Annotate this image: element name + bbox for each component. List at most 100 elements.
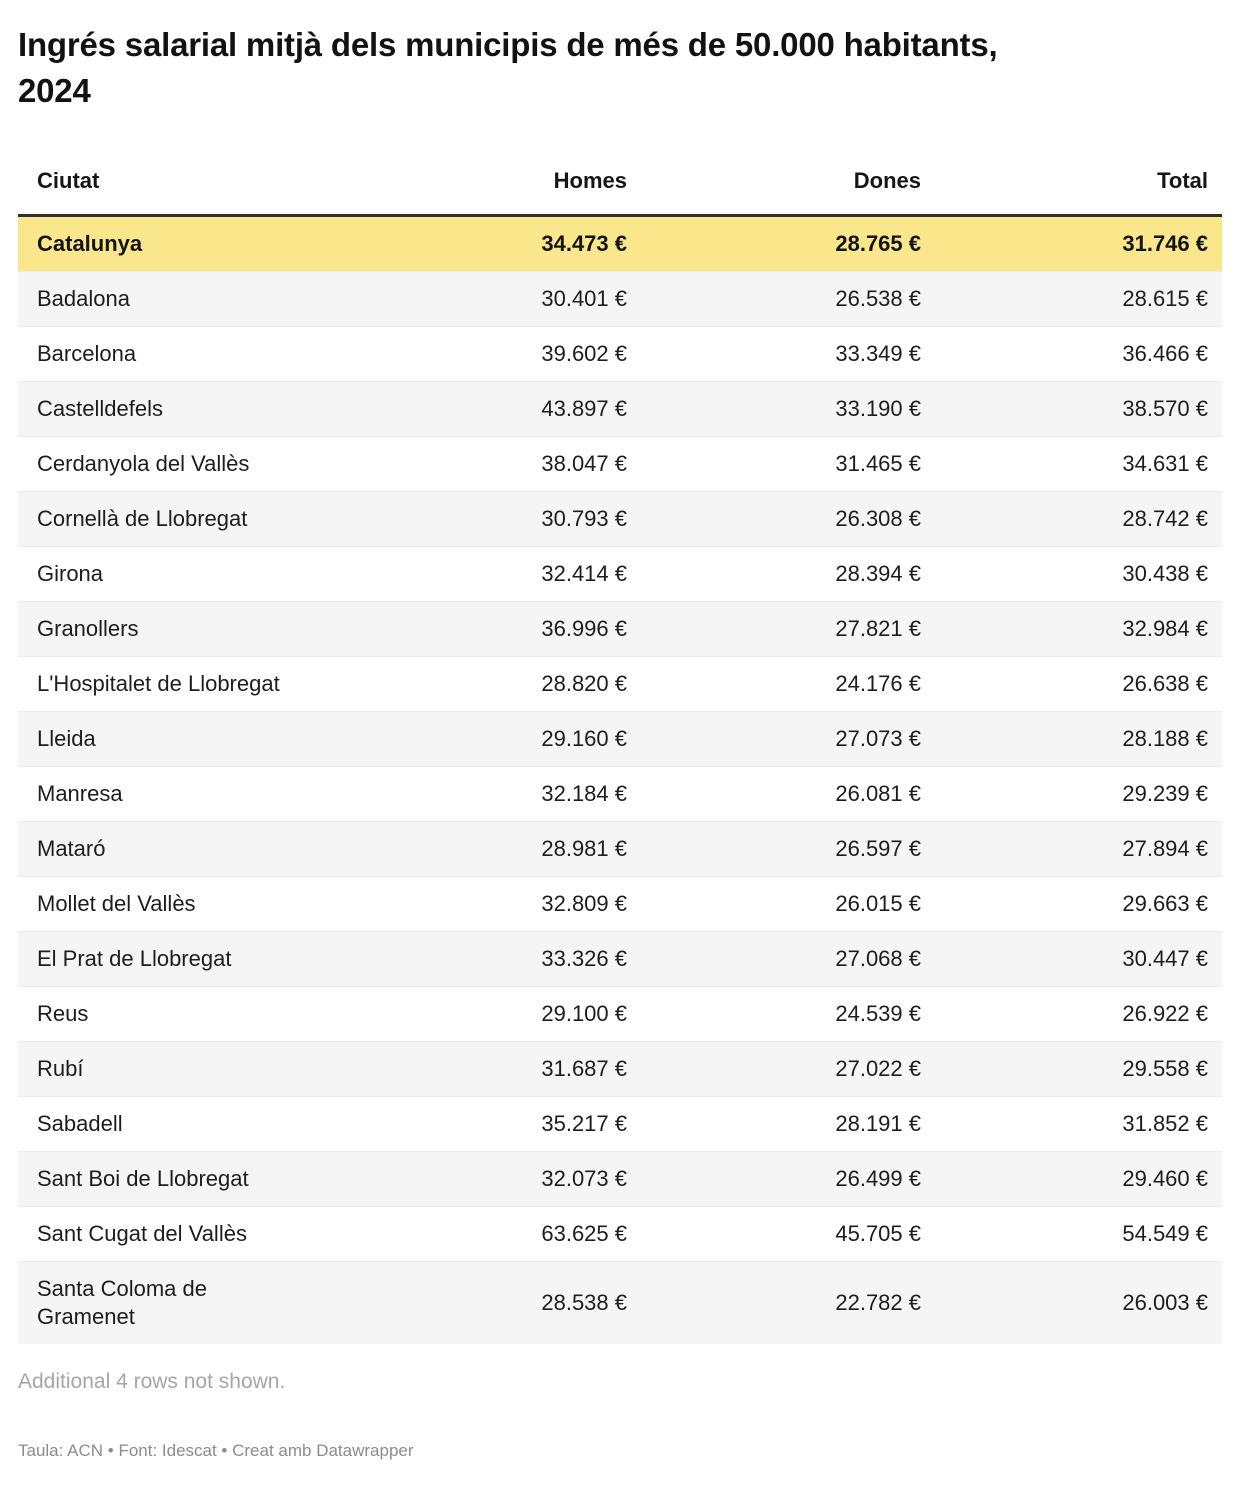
table-row: Castelldefels 43.897 € 33.190 € 38.570 € (18, 381, 1222, 437)
dones-cell: 26.597 € (641, 821, 935, 877)
dones-cell: 33.349 € (641, 326, 935, 382)
table-row: Barcelona 39.602 € 33.349 € 36.466 € (18, 326, 1222, 382)
total-cell: 38.570 € (935, 381, 1222, 437)
homes-cell: 32.414 € (308, 546, 641, 602)
table-row: L'Hospitalet de Llobregat 28.820 € 24.17… (18, 656, 1222, 712)
homes-cell: 32.073 € (308, 1151, 641, 1207)
dones-cell: 26.538 € (641, 271, 935, 327)
total-cell: 26.003 € (935, 1261, 1222, 1345)
homes-cell: 43.897 € (308, 381, 641, 437)
column-header-total: Total (935, 167, 1222, 218)
homes-cell: 39.602 € (308, 326, 641, 382)
city-cell: Sabadell (18, 1096, 308, 1152)
homes-cell: 63.625 € (308, 1206, 641, 1262)
rows-not-shown-note: Additional 4 rows not shown. (18, 1370, 286, 1394)
table-row: Mataró 28.981 € 26.597 € 27.894 € (18, 821, 1222, 877)
table-row: Sabadell 35.217 € 28.191 € 31.852 € (18, 1096, 1222, 1152)
total-cell: 27.894 € (935, 821, 1222, 877)
total-cell: 34.631 € (935, 436, 1222, 492)
city-cell: Rubí (18, 1041, 308, 1097)
table-row: Rubí 31.687 € 27.022 € 29.558 € (18, 1041, 1222, 1097)
table-row: Sant Boi de Llobregat 32.073 € 26.499 € … (18, 1151, 1222, 1207)
homes-cell: 32.809 € (308, 876, 641, 932)
dones-cell: 45.705 € (641, 1206, 935, 1262)
homes-cell: 34.473 € (541, 231, 627, 257)
city-cell: Mataró (18, 821, 308, 877)
dones-cell: 27.068 € (641, 931, 935, 987)
dones-cell: 33.190 € (641, 381, 935, 437)
table-row: El Prat de Llobregat 33.326 € 27.068 € 3… (18, 931, 1222, 987)
dones-cell: 26.499 € (641, 1151, 935, 1207)
city-cell: Santa Coloma de Gramenet (18, 1261, 308, 1345)
city-cell: Manresa (18, 766, 308, 822)
city-cell: Reus (18, 986, 308, 1042)
city-cell: Lleida (18, 711, 308, 767)
total-cell: 54.549 € (935, 1206, 1222, 1262)
dones-cell: 24.176 € (641, 656, 935, 712)
homes-cell: 28.538 € (308, 1261, 641, 1345)
total-cell: 28.188 € (935, 711, 1222, 767)
total-cell: 28.742 € (935, 491, 1222, 547)
dones-cell: 27.821 € (641, 601, 935, 657)
table-row: Granollers 36.996 € 27.821 € 32.984 € (18, 601, 1222, 657)
total-cell: 29.460 € (935, 1151, 1222, 1207)
homes-cell: 38.047 € (308, 436, 641, 492)
city-cell: L'Hospitalet de Llobregat (18, 656, 308, 712)
homes-cell: 29.160 € (308, 711, 641, 767)
attribution: Taula: ACN • Font: Idescat • Creat amb D… (18, 1441, 414, 1461)
city-cell: Girona (18, 546, 308, 602)
column-header-dones: Dones (641, 167, 935, 218)
city-cell: Sant Cugat del Vallès (18, 1206, 308, 1262)
total-cell: 28.615 € (935, 271, 1222, 327)
table-header-row: Ciutat Homes Dones Total (18, 167, 1222, 218)
total-cell: 26.638 € (935, 656, 1222, 712)
total-cell: 36.466 € (935, 326, 1222, 382)
dones-cell: 28.765 € (835, 231, 921, 257)
dones-cell: 26.081 € (641, 766, 935, 822)
dones-cell: 27.022 € (641, 1041, 935, 1097)
dones-cell: 27.073 € (641, 711, 935, 767)
total-cell: 30.447 € (935, 931, 1222, 987)
table-row: Manresa 32.184 € 26.081 € 29.239 € (18, 766, 1222, 822)
dones-cell: 26.015 € (641, 876, 935, 932)
city-cell: Castelldefels (18, 381, 308, 437)
table-row: Catalunya 34.473 € 28.765 € 31.746 € (18, 215, 1222, 272)
city-cell: El Prat de Llobregat (18, 931, 308, 987)
total-cell: 31.852 € (935, 1096, 1222, 1152)
total-cell: 30.438 € (935, 546, 1222, 602)
table-row: Badalona 30.401 € 26.538 € 28.615 € (18, 271, 1222, 327)
city-cell: Catalunya (37, 231, 143, 257)
city-cell: Mollet del Vallès (18, 876, 308, 932)
table-row: Mollet del Vallès 32.809 € 26.015 € 29.6… (18, 876, 1222, 932)
total-cell: 32.984 € (935, 601, 1222, 657)
city-cell: Cornellà de Llobregat (18, 491, 308, 547)
city-cell: Barcelona (18, 326, 308, 382)
dones-cell: 28.394 € (641, 546, 935, 602)
city-cell: Sant Boi de Llobregat (18, 1151, 308, 1207)
table-row: Lleida 29.160 € 27.073 € 28.188 € (18, 711, 1222, 767)
chart-title: Ingrés salarial mitjà dels municipis de … (18, 26, 998, 109)
total-cell: 29.663 € (935, 876, 1222, 932)
homes-cell: 28.981 € (308, 821, 641, 877)
table-row: Cerdanyola del Vallès 38.047 € 31.465 € … (18, 436, 1222, 492)
table-row: Cornellà de Llobregat 30.793 € 26.308 € … (18, 491, 1222, 547)
homes-cell: 29.100 € (308, 986, 641, 1042)
homes-cell: 30.401 € (308, 271, 641, 327)
total-cell: 31.746 € (1122, 231, 1208, 257)
dones-cell: 22.782 € (641, 1261, 935, 1345)
table-row: Reus 29.100 € 24.539 € 26.922 € (18, 986, 1222, 1042)
column-header-ciutat: Ciutat (18, 167, 308, 218)
column-header-homes: Homes (308, 167, 641, 218)
homes-cell: 33.326 € (308, 931, 641, 987)
dones-cell: 31.465 € (641, 436, 935, 492)
dones-cell: 26.308 € (641, 491, 935, 547)
city-cell: Cerdanyola del Vallès (18, 436, 308, 492)
salary-table: Ciutat Homes Dones Total Catalunya 34.47… (18, 167, 1222, 1345)
homes-cell: 30.793 € (308, 491, 641, 547)
table-row: Sant Cugat del Vallès 63.625 € 45.705 € … (18, 1206, 1222, 1262)
homes-cell: 35.217 € (308, 1096, 641, 1152)
homes-cell: 28.820 € (308, 656, 641, 712)
table-row: Girona 32.414 € 28.394 € 30.438 € (18, 546, 1222, 602)
table-row: Santa Coloma de Gramenet 28.538 € 22.782… (18, 1261, 1222, 1345)
